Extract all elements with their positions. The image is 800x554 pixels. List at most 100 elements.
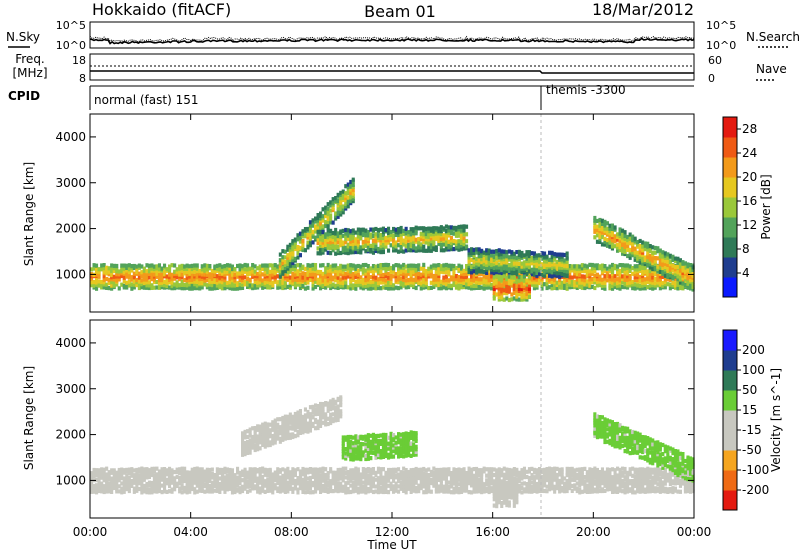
heatmap-cell [545, 278, 549, 283]
heatmap-cell [412, 277, 416, 282]
heatmap-cell [560, 469, 564, 474]
heatmap-cell [135, 486, 139, 491]
heatmap-cell [170, 473, 174, 478]
heatmap-cell [102, 285, 106, 290]
heatmap-cell [291, 258, 295, 263]
heatmap-cell [263, 280, 267, 285]
heatmap-cell [178, 486, 182, 491]
heatmap-cell [608, 283, 612, 288]
heatmap-cell [286, 284, 290, 289]
heatmap-cell [565, 484, 569, 489]
heatmap-cell [417, 242, 421, 247]
heatmap-cell [130, 473, 134, 478]
heatmap-cell [465, 485, 469, 491]
heatmap-cell [346, 470, 350, 475]
heatmap-cell [324, 242, 328, 248]
heatmap-cell [487, 467, 491, 472]
heatmap-cell [208, 264, 212, 269]
heatmap-cell [532, 283, 536, 288]
heatmap-cell [618, 263, 622, 268]
heatmap-cell [376, 277, 380, 282]
heatmap-cell [472, 278, 476, 283]
heatmap-cell [376, 233, 380, 238]
heatmap-cell [422, 271, 426, 276]
heatmap-cell [218, 484, 222, 489]
heatmap-cell [379, 269, 383, 274]
heatmap-cell [590, 489, 594, 494]
heatmap-cell [472, 467, 476, 472]
heatmap-cell [276, 467, 280, 472]
heatmap-cell [570, 466, 574, 471]
heatmap-cell [482, 277, 486, 283]
heatmap-cell [346, 266, 350, 271]
heatmap-cell [467, 269, 471, 274]
heatmap-cell [296, 237, 300, 242]
heatmap-cell [424, 229, 428, 234]
heatmap-cell [356, 277, 360, 282]
heatmap-cell [178, 269, 182, 274]
heatmap-cell [490, 478, 494, 483]
heatmap-cell [497, 297, 501, 302]
heatmap-cell [459, 224, 463, 229]
heatmap-cell [555, 286, 559, 291]
heatmap-cell [457, 239, 461, 244]
heatmap-cell [404, 248, 408, 253]
heatmap-cell [122, 279, 126, 284]
heatmap-cell [185, 278, 189, 283]
heatmap-cell [145, 263, 149, 268]
heatmap-cell [477, 280, 481, 285]
heatmap-cell [409, 468, 413, 473]
heatmap-cell [168, 483, 172, 489]
heatmap-cell [397, 232, 401, 237]
heatmap-cell [500, 479, 504, 484]
heatmap-cell [122, 468, 126, 473]
heatmap-cell [590, 478, 594, 483]
heatmap-cell [379, 265, 383, 270]
heatmap-cell [525, 278, 529, 283]
heatmap-cell [397, 263, 401, 268]
heatmap-cell [147, 468, 151, 473]
heatmap-cell [326, 471, 330, 476]
heatmap-cell [404, 473, 408, 478]
heatmap-cell [288, 280, 292, 285]
heatmap-cell [573, 472, 577, 477]
heatmap-cell [163, 263, 167, 268]
heatmap-cell [293, 256, 297, 261]
heatmap-cell [457, 244, 461, 249]
heatmap-cell [402, 238, 406, 243]
heatmap-cell [422, 226, 426, 231]
heatmap-cell [389, 232, 393, 237]
heatmap-cell [442, 248, 446, 253]
heatmap-cell [286, 264, 290, 269]
heatmap-cell [691, 265, 695, 270]
heatmap-cell [611, 266, 615, 271]
heatmap-cell [311, 218, 315, 223]
heatmap-cell [427, 245, 431, 250]
heatmap-cell [563, 476, 567, 481]
heatmap-cell [180, 272, 184, 277]
heatmap-cell [346, 487, 350, 492]
heatmap-cell [414, 469, 418, 474]
heatmap-cell [218, 275, 222, 280]
heatmap-cell [593, 265, 597, 270]
heatmap-cell [610, 244, 614, 249]
heatmap-cell [424, 240, 428, 245]
heatmap-cell [140, 473, 144, 478]
heatmap-cell [475, 489, 479, 494]
heatmap-cell [125, 484, 129, 489]
heatmap-cell [291, 469, 295, 474]
power-colorbar-tick: 28 [742, 122, 757, 136]
heatmap-cell [366, 283, 370, 288]
heatmap-cell [319, 221, 323, 226]
heatmap-cell [230, 468, 234, 473]
heatmap-cell [535, 472, 539, 477]
heatmap-cell [95, 280, 99, 285]
heatmap-cell [407, 469, 411, 475]
heatmap-cell [306, 470, 310, 475]
heatmap-cell [334, 478, 338, 484]
heatmap-cell [490, 267, 494, 272]
heatmap-cell [349, 483, 353, 488]
heatmap-cell [598, 473, 602, 478]
heatmap-cell [331, 197, 335, 202]
heatmap-cell [213, 473, 217, 478]
